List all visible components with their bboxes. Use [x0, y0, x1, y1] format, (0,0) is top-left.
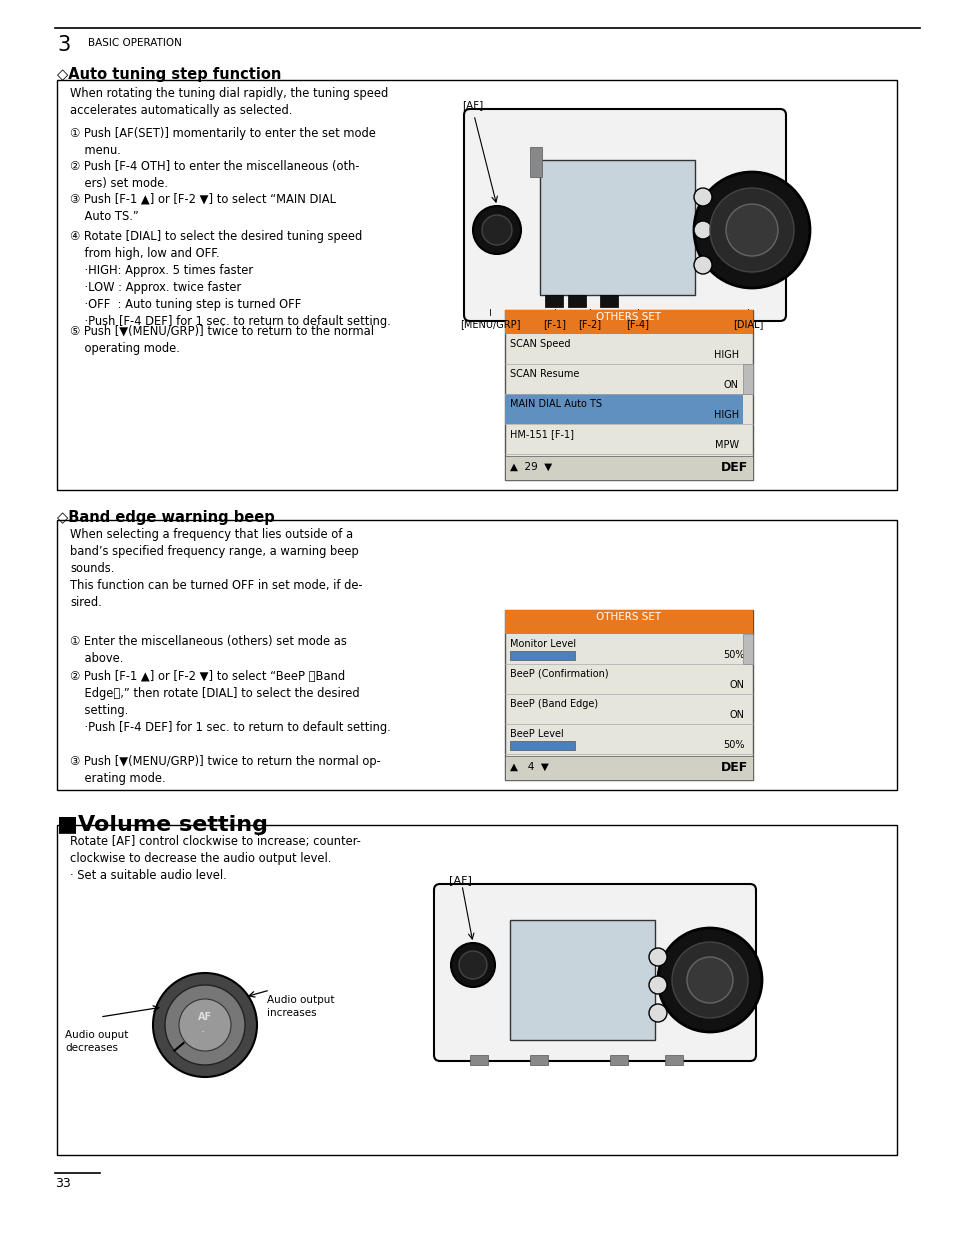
Text: ON: ON	[729, 710, 744, 720]
Text: [AF]: [AF]	[448, 876, 471, 885]
Circle shape	[648, 1004, 666, 1023]
Bar	[742, 364, 752, 394]
Text: 50%: 50%	[722, 740, 744, 750]
Text: OTHERS SET: OTHERS SET	[596, 312, 660, 322]
Bar	[599, 295, 618, 308]
Text: ■Volume setting: ■Volume setting	[57, 815, 268, 835]
Bar	[539, 161, 695, 295]
Circle shape	[671, 942, 747, 1018]
Circle shape	[179, 999, 231, 1051]
Bar	[567, 295, 585, 308]
Text: SCAN Speed: SCAN Speed	[510, 338, 570, 350]
Text: BeeP (Confirmation): BeeP (Confirmation)	[510, 669, 608, 679]
Text: ▲   4  ▼: ▲ 4 ▼	[510, 762, 548, 772]
Text: ON: ON	[729, 680, 744, 690]
Bar	[57, 80, 896, 490]
Text: MAIN DIAL Auto TS: MAIN DIAL Auto TS	[510, 399, 601, 409]
Text: When rotating the tuning dial rapidly, the tuning speed
accelerates automaticall: When rotating the tuning dial rapidly, t…	[70, 86, 388, 117]
Text: ③ Push [▼(MENU/GRP)] twice to return the normal op-
    erating mode.: ③ Push [▼(MENU/GRP)] twice to return the…	[70, 755, 380, 785]
Text: ◇Band edge warning beep: ◇Band edge warning beep	[57, 510, 274, 525]
Circle shape	[725, 204, 778, 256]
FancyBboxPatch shape	[463, 109, 785, 321]
Circle shape	[648, 976, 666, 994]
Bar	[57, 825, 896, 1155]
Text: ▲  29  ▼: ▲ 29 ▼	[510, 462, 552, 472]
Circle shape	[693, 172, 809, 288]
Circle shape	[693, 256, 711, 274]
Bar	[742, 634, 752, 664]
Text: 33: 33	[55, 1177, 71, 1191]
Text: ② Push [F-1 ▲] or [F-2 ▼] to select “BeeP 〈Band
    Edge〉,” then rotate [DIAL] t: ② Push [F-1 ▲] or [F-2 ▼] to select “Bee…	[70, 671, 391, 734]
Text: [F-4]: [F-4]	[626, 319, 649, 329]
Bar	[510, 651, 575, 659]
Circle shape	[165, 986, 245, 1065]
Text: ② Push [F-4 OTH] to enter the miscellaneous (oth-
    ers) set mode.: ② Push [F-4 OTH] to enter the miscellane…	[70, 161, 359, 190]
Text: ◇Auto tuning step function: ◇Auto tuning step function	[57, 67, 281, 82]
Text: ① Enter the miscellaneous (others) set mode as
    above.: ① Enter the miscellaneous (others) set m…	[70, 635, 347, 664]
Text: SCAN Resume: SCAN Resume	[510, 369, 578, 379]
Bar	[664, 1055, 682, 1065]
Bar	[470, 1055, 488, 1065]
Text: ① Push [AF(SET)] momentarily to enter the set mode
    menu.: ① Push [AF(SET)] momentarily to enter th…	[70, 127, 375, 157]
Text: HIGH: HIGH	[713, 350, 739, 359]
Circle shape	[152, 973, 256, 1077]
Text: BeeP (Band Edge): BeeP (Band Edge)	[510, 699, 598, 709]
Bar	[504, 456, 752, 480]
Text: [F-2]: [F-2]	[578, 319, 601, 329]
Text: [MENU/GRP]: [MENU/GRP]	[459, 319, 519, 329]
Bar	[510, 920, 655, 1040]
Text: HIGH: HIGH	[713, 410, 739, 420]
Text: HM-151 [F-1]: HM-151 [F-1]	[510, 429, 574, 438]
Bar	[504, 394, 742, 424]
Circle shape	[686, 957, 732, 1003]
Text: [F-1]: [F-1]	[543, 319, 566, 329]
Text: BeeP Level: BeeP Level	[510, 729, 563, 739]
Circle shape	[658, 927, 761, 1032]
FancyBboxPatch shape	[434, 884, 755, 1061]
Text: DEF: DEF	[720, 461, 747, 474]
Text: Rotate [AF] control clockwise to increase; counter-
clockwise to decrease the au: Rotate [AF] control clockwise to increas…	[70, 835, 360, 882]
Circle shape	[473, 206, 520, 254]
Bar	[504, 756, 752, 781]
Circle shape	[709, 188, 793, 272]
Circle shape	[693, 221, 711, 240]
Text: ·: ·	[201, 1026, 205, 1040]
Text: [AF]: [AF]	[461, 100, 483, 110]
Text: ④ Rotate [DIAL] to select the desired tuning speed
    from high, low and OFF.
 : ④ Rotate [DIAL] to select the desired tu…	[70, 230, 391, 329]
Text: DEF: DEF	[720, 761, 747, 774]
Bar	[510, 741, 575, 750]
Bar	[504, 610, 752, 634]
Bar	[530, 1055, 547, 1065]
Text: ③ Push [F-1 ▲] or [F-2 ▼] to select “MAIN DIAL
    Auto TS.”: ③ Push [F-1 ▲] or [F-2 ▼] to select “MAI…	[70, 193, 335, 224]
Circle shape	[458, 951, 486, 979]
Text: 3: 3	[57, 35, 71, 56]
Text: 50%: 50%	[722, 650, 744, 659]
Text: When selecting a frequency that lies outside of a
band’s specified frequency ran: When selecting a frequency that lies out…	[70, 529, 362, 609]
Text: ⑤ Push [▼(MENU/GRP)] twice to return to the normal
    operating mode.: ⑤ Push [▼(MENU/GRP)] twice to return to …	[70, 325, 374, 354]
Bar	[57, 520, 896, 790]
Text: [DIAL]: [DIAL]	[732, 319, 762, 329]
Text: ON: ON	[723, 380, 739, 390]
Bar	[530, 147, 541, 177]
Bar	[504, 310, 752, 480]
Bar	[609, 1055, 627, 1065]
Text: BASIC OPERATION: BASIC OPERATION	[88, 38, 182, 48]
Text: OTHERS SET: OTHERS SET	[596, 613, 660, 622]
Text: Monitor Level: Monitor Level	[510, 638, 576, 650]
Circle shape	[648, 948, 666, 966]
Bar	[504, 310, 752, 333]
Circle shape	[451, 944, 495, 987]
Circle shape	[693, 188, 711, 206]
Text: Audio ouput
decreases: Audio ouput decreases	[65, 1030, 129, 1053]
Text: Audio output
increases: Audio output increases	[267, 995, 335, 1018]
Bar	[544, 295, 562, 308]
Bar	[504, 610, 752, 781]
Text: MPW: MPW	[714, 440, 739, 450]
Circle shape	[481, 215, 512, 245]
Text: AF: AF	[197, 1011, 212, 1023]
